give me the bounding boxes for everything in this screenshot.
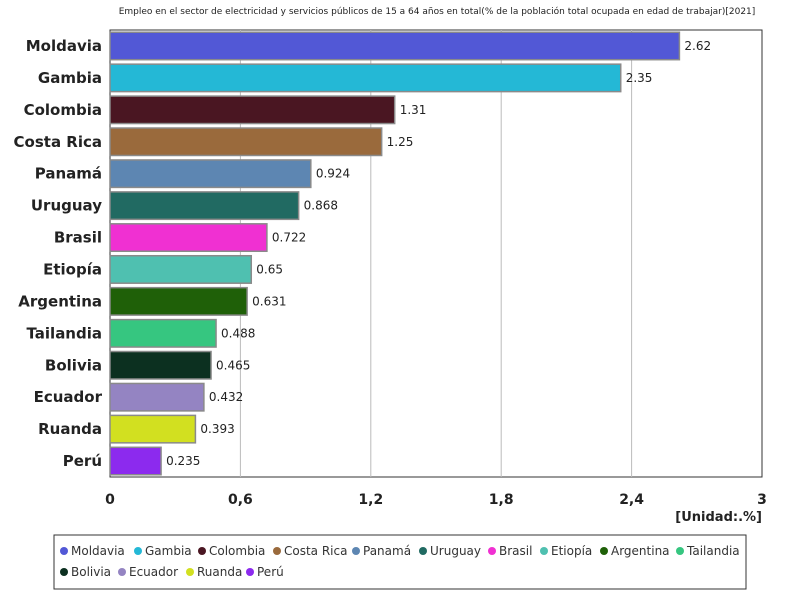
value-label: 0.465 <box>216 358 250 372</box>
category-label: Moldavia <box>26 37 102 55</box>
value-label: 0.432 <box>209 390 243 404</box>
legend-label: Ecuador <box>129 565 178 579</box>
value-label: 1.25 <box>387 135 414 149</box>
value-labels: 2.62 2.35 1.31 1.25 0.924 0.868 0.722 0.65 0.631… <box>166 39 711 468</box>
category-label: Bolivia <box>45 356 102 374</box>
legend-marker <box>134 547 142 555</box>
legend-label: Argentina <box>611 544 670 558</box>
unit-label: [Unidad:.%] <box>675 510 762 525</box>
bar <box>109 95 396 125</box>
value-label: 0.924 <box>316 167 350 181</box>
legend-label: Colombia <box>209 544 265 558</box>
value-label: 0.65 <box>256 262 283 276</box>
value-label: 0.393 <box>200 422 234 436</box>
legend: Moldavia Gambia Colombia Costa Rica Panamá Ur… <box>60 544 740 579</box>
chart-title: Empleo en el sector de electricidad y se… <box>119 6 756 17</box>
legend-marker <box>488 547 496 555</box>
bar <box>109 318 217 348</box>
bar <box>109 31 681 61</box>
legend-marker <box>198 547 206 555</box>
category-label: Uruguay <box>31 197 102 215</box>
bar <box>109 350 212 380</box>
value-label: 0.868 <box>304 199 338 213</box>
legend-label: Costa Rica <box>284 544 347 558</box>
legend-marker <box>352 547 360 555</box>
value-label: 0.235 <box>166 454 200 468</box>
category-label: Tailandia <box>26 324 102 342</box>
value-label: 0.722 <box>272 231 306 245</box>
legend-label: Ruanda <box>197 565 242 579</box>
bar <box>109 159 312 189</box>
bar <box>109 191 300 221</box>
category-label: Panamá <box>35 165 102 183</box>
value-label: 0.631 <box>252 294 286 308</box>
bar <box>109 414 197 444</box>
legend-label: Bolivia <box>71 565 111 579</box>
legend-label: Etiopía <box>551 544 592 558</box>
legend-marker <box>419 547 427 555</box>
bar <box>109 223 268 253</box>
bar <box>109 254 253 284</box>
value-label: 2.62 <box>684 39 711 53</box>
legend-marker <box>118 568 126 576</box>
bar <box>109 382 205 412</box>
category-label: Ruanda <box>38 420 102 438</box>
category-label: Etiopía <box>43 260 102 278</box>
bar <box>109 127 383 157</box>
tick-label: 2,4 <box>619 492 644 508</box>
legend-marker <box>246 568 254 576</box>
tick-label: 0,6 <box>228 492 253 508</box>
category-label: Ecuador <box>34 388 103 406</box>
legend-label: Moldavia <box>71 544 125 558</box>
category-label: Costa Rica <box>14 133 102 151</box>
bar <box>109 446 162 476</box>
legend-label: Brasil <box>499 544 532 558</box>
category-label: Gambia <box>38 69 102 87</box>
category-label: Brasil <box>54 229 102 247</box>
legend-marker <box>186 568 194 576</box>
x-tick-labels: 0 0,6 1,2 1,8 2,4 3 <box>105 492 767 508</box>
bars-group <box>109 31 681 476</box>
bar <box>109 286 248 316</box>
legend-marker <box>540 547 548 555</box>
value-label: 2.35 <box>626 71 653 85</box>
category-label: Perú <box>63 452 102 470</box>
category-labels: Moldavia Gambia Colombia Costa Rica Panamá Ur… <box>14 37 103 470</box>
legend-label: Perú <box>257 565 284 579</box>
legend-marker <box>273 547 281 555</box>
legend-marker <box>600 547 608 555</box>
tick-label: 0 <box>105 492 115 508</box>
bar <box>109 63 622 93</box>
legend-label: Gambia <box>145 544 192 558</box>
legend-label: Tailandia <box>686 544 740 558</box>
legend-marker <box>676 547 684 555</box>
legend-marker <box>60 547 68 555</box>
legend-box <box>53 534 747 590</box>
tick-label: 3 <box>757 492 767 508</box>
tick-label: 1,2 <box>358 492 383 508</box>
category-label: Argentina <box>18 292 102 310</box>
tick-label: 1,8 <box>489 492 514 508</box>
value-label: 1.31 <box>400 103 427 117</box>
category-label: Colombia <box>24 101 102 119</box>
legend-label: Panamá <box>363 544 411 558</box>
legend-marker <box>60 568 68 576</box>
legend-label: Uruguay <box>430 544 481 558</box>
value-label: 0.488 <box>221 326 255 340</box>
